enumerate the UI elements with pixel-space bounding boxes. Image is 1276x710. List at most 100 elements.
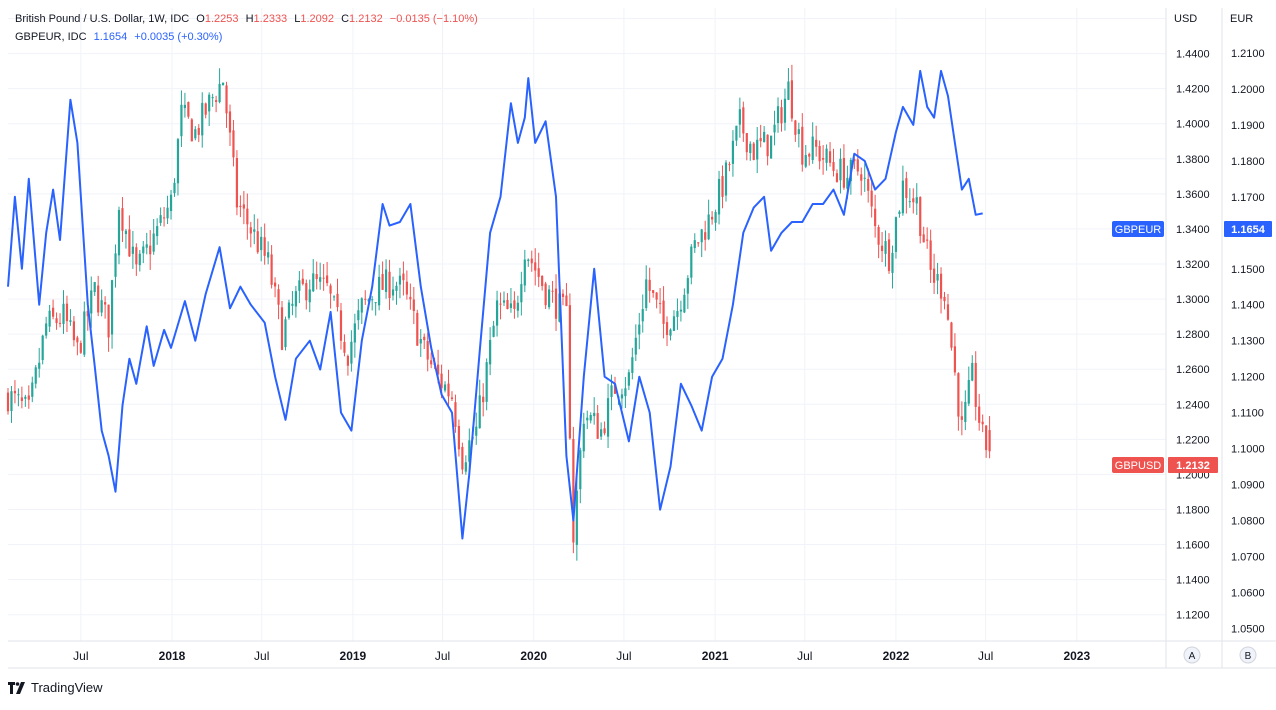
gbpusd-candle: [749, 141, 752, 161]
gbpusd-candle: [343, 334, 346, 357]
gbpusd-candle: [197, 124, 200, 143]
gbpusd-candle: [645, 265, 648, 311]
eur-tick-label: 1.0900: [1231, 480, 1265, 492]
gbpusd-candle: [485, 358, 488, 411]
gbpusd-candle: [93, 281, 96, 296]
gbpusd-candle: [707, 199, 710, 241]
gbpusd-candle: [346, 354, 350, 376]
eur-tick-label: 1.1700: [1231, 192, 1265, 204]
gbpusd-candle: [582, 412, 585, 458]
gbpusd-candle: [936, 262, 939, 295]
axis-b-button[interactable]: B: [1239, 646, 1257, 664]
price-axes[interactable]: 1.4400 1.4200 1.4000 1.3800 1.3600 1.3400 1.32…: [1176, 48, 1265, 635]
tradingview-logo-icon: [8, 681, 26, 694]
gbpusd-candle: [242, 191, 245, 225]
gbpusd-candle: [898, 210, 901, 218]
gbpusd-candle: [946, 293, 950, 321]
gbpusd-candle: [620, 388, 624, 409]
time-axis[interactable]: Jul 2018 Jul 2019 Jul 2020 Jul 2021 Jul 2022 Jul 20…: [73, 649, 1090, 663]
usd-tick-label: 1.1800: [1176, 504, 1210, 516]
gbpusd-candle: [430, 352, 433, 369]
gbpusd-candle: [464, 455, 467, 475]
gbpusd-candle: [863, 163, 866, 192]
gbpusd-candle: [985, 425, 988, 458]
gbpusd-candle: [461, 442, 464, 475]
usd-tick-label: 1.3800: [1176, 154, 1210, 166]
gbpusd-candle: [513, 291, 516, 319]
gbpusd-candle: [638, 312, 641, 350]
gbpeur-legend[interactable]: GBPEUR, IDC 1.1654 +0.0035 (+0.30%): [15, 31, 226, 43]
gbpusd-candle: [600, 422, 603, 440]
gbpusd-candle: [704, 220, 707, 251]
gbpusd-candle: [676, 298, 679, 330]
gbpusd-legend[interactable]: British Pound / U.S. Dollar, 1W, IDC O1.…: [15, 13, 482, 25]
time-tick-label: Jul: [978, 649, 993, 663]
gbpusd-candle: [683, 288, 686, 314]
gbpusd-candle: [454, 394, 457, 433]
gbpusd-candle: [769, 135, 773, 159]
axis-a-label: A: [1189, 651, 1196, 662]
gbpusd-candle: [100, 289, 103, 317]
gbpusd-candle: [332, 295, 336, 301]
close-value: 1.2132: [349, 13, 383, 25]
high-value: 1.2333: [253, 13, 288, 25]
gbpusd-candle: [697, 242, 700, 247]
gbpusd-candle: [41, 334, 44, 365]
gbpusd-candle: [870, 180, 873, 218]
gbpusd-candle: [138, 249, 141, 272]
gbpusd-candle: [929, 229, 932, 283]
gbpusd-candle: [353, 313, 356, 358]
gbpusd-candle: [541, 275, 544, 291]
gbpusd-candle: [867, 168, 870, 203]
chart-frame: [8, 8, 1276, 669]
gbpusd-candle: [679, 300, 682, 322]
gbpusd-candle: [308, 279, 311, 313]
gbpusd-candle: [194, 126, 197, 141]
gbpusd-candle: [256, 218, 259, 254]
gbpusd-candle: [520, 271, 523, 316]
gbpusd-candle: [315, 261, 318, 290]
gbpusd-candle: [277, 284, 280, 320]
gbpusd-candle: [374, 302, 377, 316]
gbpusd-candle: [384, 259, 388, 299]
gbpusd-candle: [756, 127, 759, 174]
gbpusd-candle: [166, 195, 169, 225]
gbpusd-candle: [201, 92, 204, 148]
gbpusd-candle: [381, 261, 384, 291]
gbpusd-candle: [336, 278, 339, 312]
gbpusd-candle: [568, 293, 572, 440]
gbpusd-candle: [506, 293, 509, 310]
gbpusd-symbol: British Pound / U.S. Dollar, 1W, IDC: [15, 13, 190, 25]
gbpusd-candle: [655, 292, 658, 309]
usd-tick-label: 1.2600: [1176, 364, 1210, 376]
usd-tick-label: 1.4200: [1176, 84, 1210, 96]
axis-b-label: B: [1245, 651, 1252, 662]
eur-tick-label: 1.1100: [1231, 408, 1264, 420]
gbpusd-candle: [83, 301, 86, 357]
ohlc-low: L1.2092: [294, 13, 334, 25]
gbpusd-candle: [561, 289, 565, 306]
gbpusd-candle: [943, 291, 946, 310]
gbpeur-symbol: GBPEUR, IDC: [15, 31, 87, 43]
time-tick-label: 2018: [159, 649, 186, 663]
grid-layer: [8, 8, 1166, 641]
gbpusd-candle: [551, 280, 554, 303]
gbpusd-candle: [291, 291, 294, 316]
gbpusd-candle: [298, 271, 301, 304]
gbpusd-candle: [34, 364, 37, 389]
tradingview-branding[interactable]: TradingView: [8, 680, 103, 695]
gbpusd-candle: [482, 383, 485, 417]
gbpusd-candle: [190, 118, 193, 142]
gbpusd-candle: [783, 88, 787, 131]
time-tick-label: 2021: [702, 649, 729, 663]
gbpusd-candle: [162, 206, 166, 227]
gbpusd-candle: [686, 275, 689, 309]
gbpusd-candle: [215, 95, 218, 113]
axis-a-button[interactable]: A: [1183, 646, 1201, 664]
gbpusd-candle: [516, 295, 519, 318]
gbpusd-candle: [131, 230, 134, 269]
usd-tick-label: 1.2200: [1176, 434, 1210, 446]
gbpusd-candle: [711, 211, 714, 225]
gbpusd-candle: [832, 148, 835, 177]
